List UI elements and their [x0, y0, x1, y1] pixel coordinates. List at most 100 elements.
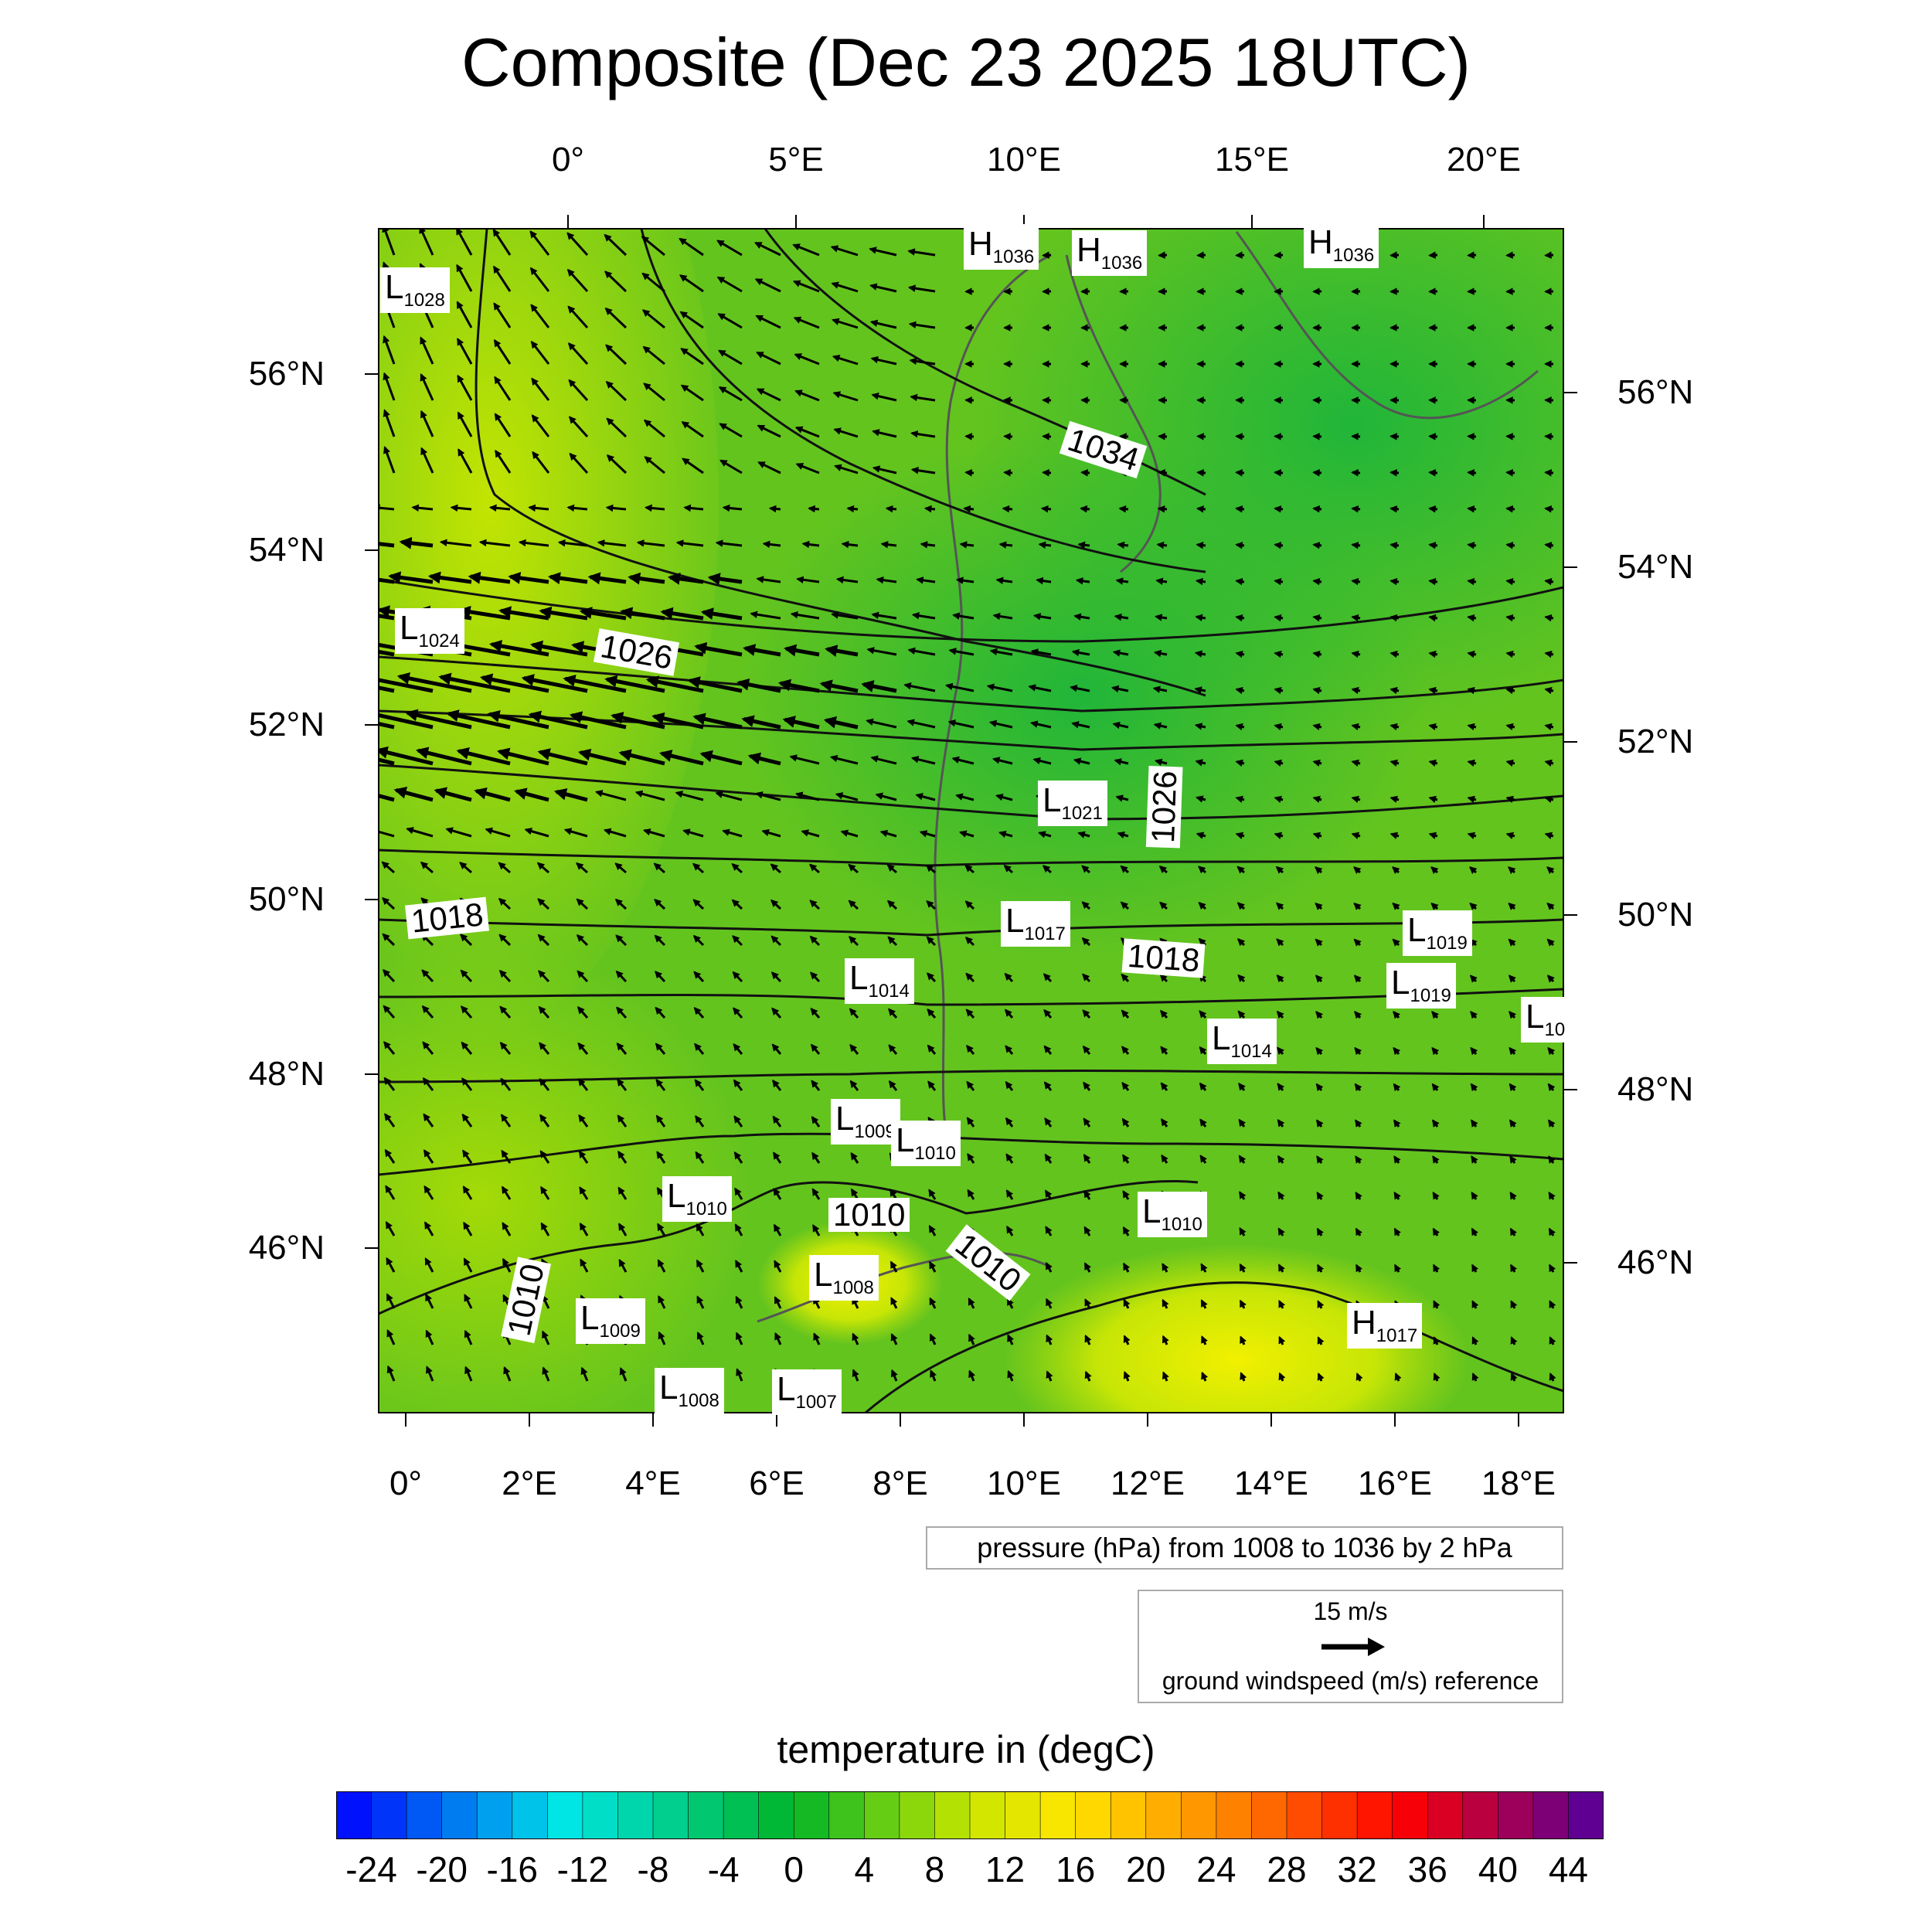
wind-arrow: [753, 241, 781, 257]
wind-arrow: [789, 754, 820, 765]
wind-arrow: [958, 830, 975, 838]
wind-arrow: [1355, 1227, 1362, 1236]
wind-arrow: [1392, 938, 1400, 947]
wind-arrow: [642, 345, 665, 366]
wind-arrow: [1043, 1045, 1053, 1055]
wind-arrow: [1277, 1264, 1285, 1273]
wind-arrow: [594, 790, 627, 801]
wind-arrow: [616, 1006, 628, 1019]
wind-arrow: [605, 504, 627, 512]
wind-arrow: [1351, 650, 1361, 658]
wind-arrow: [908, 321, 936, 329]
wind-arrow: [1353, 902, 1362, 910]
low-pressure-label: L1028: [380, 267, 450, 313]
wind-arrow: [967, 1153, 975, 1164]
wind-arrow: [1235, 614, 1245, 622]
wind-arrow: [761, 828, 781, 838]
lon-label-top: 5°E: [768, 141, 824, 179]
wind-arrow: [682, 457, 704, 474]
wind-arrow: [733, 1115, 743, 1128]
wind-arrow: [1083, 1262, 1091, 1273]
wind-arrow: [1152, 685, 1168, 693]
wind-arrow: [955, 793, 975, 801]
wind-arrow: [1084, 1370, 1092, 1382]
low-pressure-label: L1010: [1138, 1192, 1207, 1237]
lat-label-right: 48°N: [1617, 1070, 1694, 1108]
colorbar-swatch: [899, 1791, 936, 1839]
wind-arrow: [563, 674, 627, 693]
wind-arrow: [1547, 1119, 1556, 1128]
wind-arrow: [1546, 938, 1555, 947]
wind-arrow: [420, 336, 434, 365]
wind-arrow: [1389, 723, 1400, 731]
wind-arrow: [1275, 866, 1284, 874]
wind-arrow: [1158, 251, 1168, 259]
temperature-field: [379, 229, 1563, 1413]
wind-arrow: [399, 536, 434, 549]
wind-arrow: [886, 900, 898, 910]
wind-arrow: [928, 1225, 937, 1236]
wind-arrow: [1467, 686, 1477, 695]
wind-arrow: [379, 504, 395, 512]
wind-arrow: [568, 379, 589, 402]
wind-arrow: [503, 1366, 512, 1382]
wind-arrow: [379, 794, 395, 802]
wind-arrow: [1389, 251, 1400, 259]
wind-arrow: [835, 576, 859, 584]
wind-arrow: [656, 1151, 666, 1164]
wind-arrow: [965, 1009, 975, 1019]
wind-arrow: [808, 863, 820, 874]
wind-arrow: [1075, 577, 1090, 585]
wind-arrow: [518, 539, 549, 547]
wind-arrow: [393, 786, 434, 802]
wind-arrow: [1235, 469, 1245, 477]
lon-label-top: 0°: [551, 141, 585, 179]
wind-arrow: [734, 1260, 743, 1273]
wind-arrow: [907, 647, 936, 656]
colorbar-tick-label: 24: [1196, 1849, 1236, 1889]
wind-arrow: [1195, 759, 1206, 767]
wind-arrow: [464, 1366, 473, 1382]
wind-arrow: [493, 338, 512, 365]
wind-arrow: [1160, 1082, 1168, 1091]
wind-arrow: [693, 971, 705, 983]
wind-arrow: [794, 791, 820, 801]
wind-arrow: [1275, 902, 1284, 910]
wind-arrow: [634, 790, 665, 801]
wind-arrow: [681, 420, 704, 438]
wind-arrow: [1389, 650, 1400, 658]
wind-arrow: [1316, 1191, 1324, 1200]
wind-arrow: [1158, 866, 1168, 874]
wind-arrow: [1083, 1081, 1091, 1091]
wind-arrow: [615, 934, 628, 947]
wind-arrow: [1467, 469, 1477, 477]
wind-arrow: [478, 539, 511, 547]
wind-arrow: [1470, 1119, 1478, 1128]
wind-arrow: [773, 1223, 782, 1236]
lat-label-right: 46°N: [1617, 1243, 1694, 1281]
colorbar-swatch: [1356, 1791, 1393, 1839]
wind-arrow: [888, 1080, 898, 1091]
lon-label-bottom: 0°: [389, 1464, 423, 1502]
wind-arrow: [756, 388, 781, 402]
wind-arrow: [1005, 1080, 1014, 1091]
wind-arrow: [796, 576, 820, 583]
wind-arrow: [1505, 541, 1515, 549]
wind-arrow: [1505, 832, 1515, 839]
wind-arrow: [811, 1151, 821, 1164]
wind-arrow: [528, 710, 588, 730]
low-pressure-label: L10: [1521, 997, 1570, 1043]
colorbar-tick-label: 8: [924, 1849, 945, 1889]
wind-arrow: [722, 504, 743, 512]
wind-arrow: [1471, 1227, 1478, 1236]
wind-arrow: [1433, 1300, 1440, 1309]
wind-arrow: [567, 342, 589, 366]
wind-arrow: [604, 233, 628, 257]
wind-arrow: [498, 969, 512, 983]
wind-arrow: [1038, 831, 1052, 838]
wind-arrow: [1238, 1155, 1247, 1164]
wind-arrow: [887, 936, 898, 947]
wind-arrow: [715, 791, 743, 801]
wind-arrow: [849, 1080, 859, 1091]
wind-arrow: [542, 1366, 550, 1382]
